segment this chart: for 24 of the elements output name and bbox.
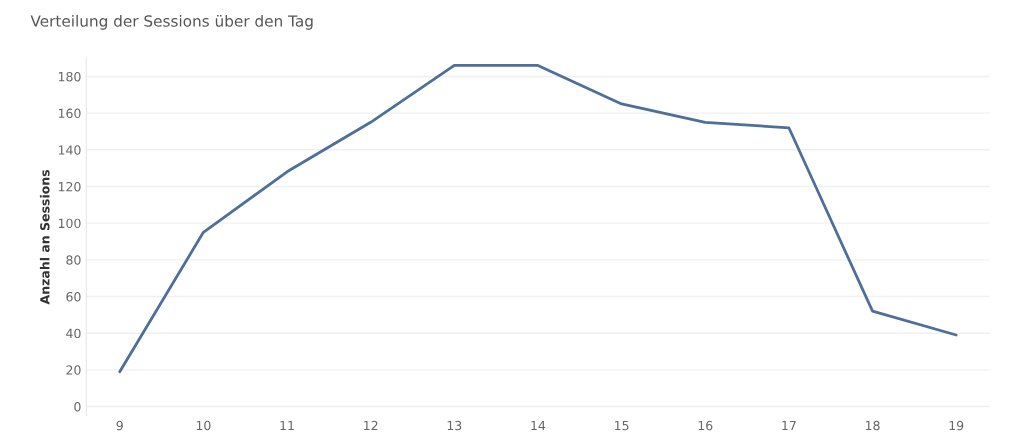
chart-title: Verteilung der Sessions über den Tag [30,14,313,30]
x-tick-label: 9 [116,420,123,431]
x-tick-label: 16 [698,420,713,431]
x-tick-label: 17 [782,420,796,431]
x-tick-label: 15 [615,420,629,431]
y-axis-title: Anzahl an Sessions [39,169,50,305]
y-tick-label: 20 [66,365,81,375]
x-tick-label: 18 [865,420,880,431]
x-tick-label: 10 [196,420,211,431]
y-tick-label: 0 [74,402,81,412]
y-tick-label: 60 [66,291,81,302]
x-tick-label: 12 [364,420,378,431]
y-tick-label: 40 [66,328,81,339]
y-tick-label: 160 [58,108,81,119]
x-tick-label: 14 [531,420,546,431]
y-tick-label: 100 [58,218,81,229]
y-tick-label: 180 [58,71,81,82]
x-tick-label: 13 [447,420,462,431]
x-tick-label: 11 [280,420,294,431]
y-tick-label: 120 [58,181,81,192]
line-series [118,64,958,374]
y-tick-label: 140 [58,145,81,155]
x-tick-label: 19 [949,420,964,431]
y-tick-label: 80 [66,255,81,265]
